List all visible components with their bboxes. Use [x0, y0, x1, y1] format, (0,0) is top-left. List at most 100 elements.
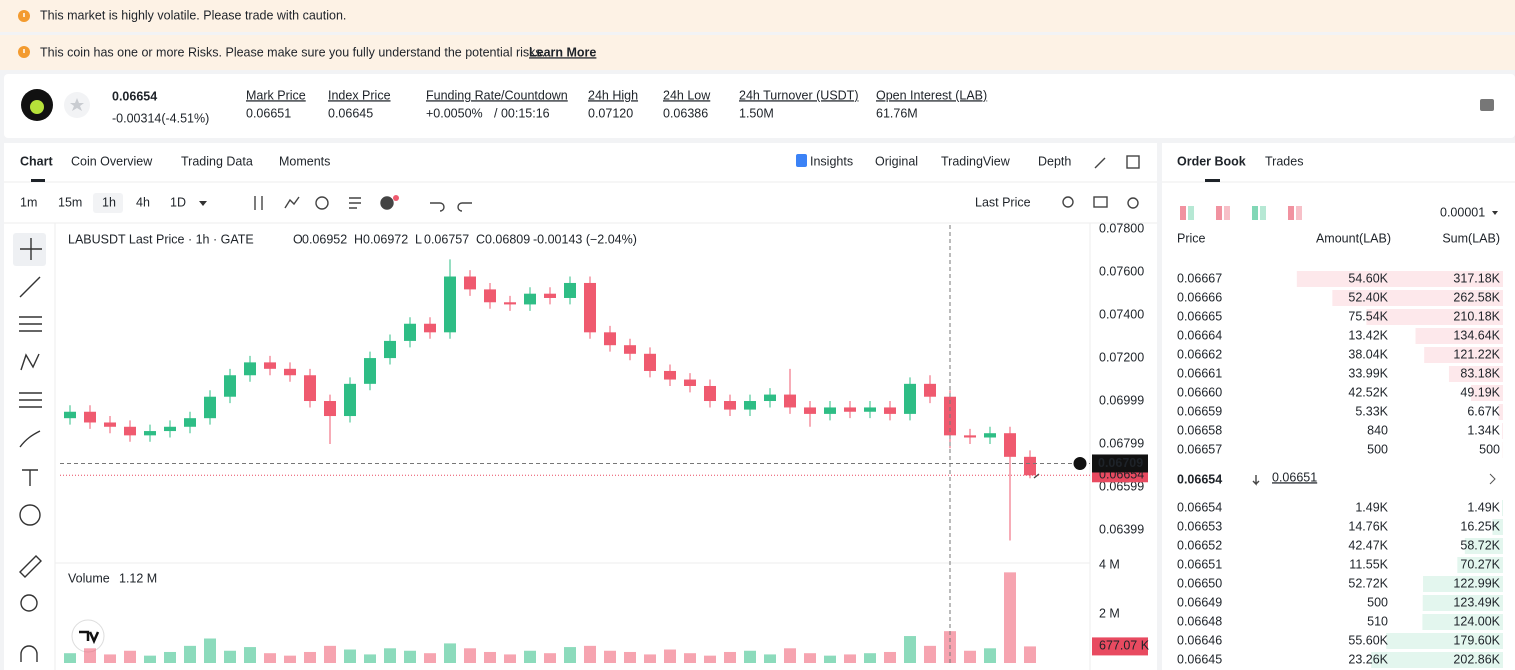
layout-button[interactable] [1288, 206, 1294, 220]
layout-button[interactable] [1296, 206, 1302, 220]
ob-price[interactable]: 0.06653 [1177, 519, 1222, 533]
ob-sum: 210.18K [1453, 309, 1500, 323]
tab[interactable]: Moments [279, 154, 330, 168]
channel-tool[interactable] [19, 316, 42, 332]
candle-body [884, 407, 896, 414]
chevron[interactable] [1489, 473, 1496, 485]
emoji-tool[interactable] [19, 504, 41, 526]
interval[interactable]: 1h [102, 195, 116, 209]
crosshair-tool[interactable] [20, 238, 42, 260]
precision-select[interactable]: 0.00001 [1440, 205, 1485, 219]
window-toggle[interactable] [1126, 155, 1140, 169]
ob-price[interactable]: 0.06646 [1177, 633, 1222, 647]
candle-body [684, 379, 696, 386]
volume-bar [864, 653, 876, 663]
tab[interactable]: Trading Data [181, 154, 253, 168]
candle-body [504, 302, 516, 305]
ob-price[interactable]: 0.06660 [1177, 385, 1222, 399]
layout-button[interactable] [1224, 206, 1230, 220]
volume-bar [904, 636, 916, 663]
ob-price[interactable]: 0.06664 [1177, 328, 1222, 342]
notification-dot [393, 195, 399, 201]
ob-price[interactable]: 0.06648 [1177, 614, 1222, 628]
candle-body [724, 401, 736, 410]
book-icon[interactable] [1480, 99, 1494, 111]
ob-price[interactable]: 0.06652 [1177, 538, 1222, 552]
interval[interactable]: 4h [136, 195, 150, 209]
snapshot[interactable] [1093, 196, 1108, 208]
settings[interactable] [1127, 197, 1139, 209]
redo[interactable] [457, 202, 472, 212]
ob-price[interactable]: 0.06658 [1177, 423, 1222, 437]
view-option[interactable]: Insights [810, 154, 853, 168]
ruler-tool[interactable] [19, 555, 42, 578]
layout-button[interactable] [1216, 206, 1222, 220]
volume-bar [684, 653, 696, 663]
crosshair-plus[interactable] [1072, 455, 1088, 471]
ohlc-key: H [354, 232, 363, 246]
interval[interactable]: 15m [58, 195, 82, 209]
volume-bar [504, 654, 516, 663]
ob-sum: 134.64K [1453, 328, 1500, 342]
y-tick-label: 0.07800 [1099, 222, 1144, 236]
layout-button[interactable] [1260, 206, 1266, 220]
view-option[interactable]: Original [875, 154, 918, 168]
asks-depth-bar [1296, 271, 1503, 287]
ob-price[interactable]: 0.06661 [1177, 366, 1222, 380]
candle-body [224, 375, 236, 397]
volume-bar [544, 653, 556, 663]
ob-amount: 23.26K [1348, 652, 1388, 666]
tv-logo [79, 630, 100, 645]
ob-header: Amount(LAB) [1316, 231, 1391, 245]
ob-price[interactable]: 0.06665 [1177, 309, 1222, 323]
indicators[interactable] [284, 196, 300, 209]
ob-price[interactable]: 0.06654 [1177, 500, 1222, 514]
ob-price[interactable]: 0.06651 [1177, 557, 1222, 571]
ob-price[interactable]: 0.06659 [1177, 404, 1222, 418]
candle-body [784, 394, 796, 408]
price-type-select[interactable]: Last Price [975, 195, 1031, 209]
volume-bar [404, 650, 416, 663]
undo[interactable] [430, 202, 445, 212]
ob-price[interactable]: 0.06666 [1177, 290, 1222, 304]
layout-button[interactable] [1188, 206, 1194, 220]
ob-price[interactable]: 0.06657 [1177, 442, 1222, 456]
interval[interactable]: 1m [20, 195, 37, 209]
pattern-tool[interactable] [20, 353, 40, 371]
ob-price[interactable]: 0.06645 [1177, 652, 1222, 666]
ob-sum: 1.49K [1467, 500, 1500, 514]
magnet-tool[interactable] [20, 645, 38, 662]
candle-type[interactable] [254, 196, 263, 210]
interval-active-bg [93, 193, 123, 213]
tab[interactable]: Coin Overview [71, 154, 153, 168]
ob-price[interactable]: 0.06650 [1177, 576, 1222, 590]
zoom-tool[interactable] [20, 594, 38, 612]
tab[interactable]: Trades [1265, 154, 1303, 168]
text-tool[interactable] [22, 469, 38, 486]
ob-price[interactable]: 0.06649 [1177, 595, 1222, 609]
add-button[interactable] [380, 196, 394, 210]
ohlc-value: 0.06757 [424, 232, 469, 246]
view-option[interactable]: TradingView [941, 154, 1011, 168]
ob-price[interactable]: 0.06667 [1177, 271, 1222, 285]
fib-tool[interactable] [19, 392, 42, 408]
volume-last-tag [1092, 637, 1148, 656]
tab[interactable]: Order Book [1177, 154, 1246, 168]
layout-button[interactable] [1180, 206, 1186, 220]
replay[interactable] [315, 196, 329, 210]
brush-tool[interactable] [19, 430, 41, 448]
interval[interactable]: 1D [170, 195, 186, 209]
candle-body [624, 345, 636, 354]
line-tool[interactable] [19, 276, 41, 298]
layout-button[interactable] [1252, 206, 1258, 220]
learn-more-link[interactable]: Learn More [529, 45, 596, 59]
search[interactable] [1062, 196, 1074, 208]
ob-price[interactable]: 0.06662 [1177, 347, 1222, 361]
ob-sum: 202.86K [1453, 652, 1500, 666]
volume-bar [664, 649, 676, 663]
templates[interactable] [349, 197, 361, 209]
tab[interactable]: Chart [20, 154, 53, 168]
candle-body [244, 362, 256, 376]
fullscreen[interactable] [1094, 157, 1106, 169]
view-option[interactable]: Depth [1038, 154, 1071, 168]
